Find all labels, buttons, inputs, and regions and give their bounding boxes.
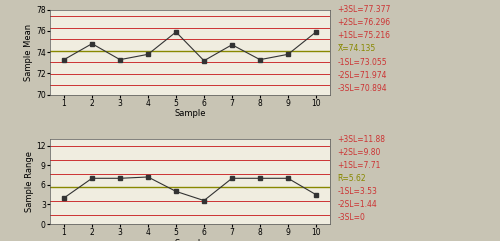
Text: -2SL=1.44: -2SL=1.44	[338, 200, 378, 209]
X-axis label: Sample: Sample	[174, 239, 206, 241]
Text: +3SL=11.88: +3SL=11.88	[338, 134, 386, 143]
Text: +1SL=7.71: +1SL=7.71	[338, 161, 381, 170]
Text: -1SL=73.055: -1SL=73.055	[338, 58, 387, 67]
Text: +3SL=77.377: +3SL=77.377	[338, 5, 391, 14]
Text: R̅=5.62: R̅=5.62	[338, 174, 366, 183]
Y-axis label: Sample Range: Sample Range	[24, 151, 34, 212]
Text: +2SL=9.80: +2SL=9.80	[338, 147, 381, 157]
Y-axis label: Sample Mean: Sample Mean	[24, 24, 34, 81]
Text: X̅=74.135: X̅=74.135	[338, 44, 376, 54]
Text: -1SL=3.53: -1SL=3.53	[338, 187, 378, 196]
Text: -3SL=70.894: -3SL=70.894	[338, 84, 387, 93]
Text: +2SL=76.296: +2SL=76.296	[338, 18, 390, 27]
Text: +1SL=75.216: +1SL=75.216	[338, 31, 390, 40]
Text: -2SL=71.974: -2SL=71.974	[338, 71, 387, 80]
Text: -3SL=0: -3SL=0	[338, 213, 365, 222]
X-axis label: Sample: Sample	[174, 109, 206, 118]
